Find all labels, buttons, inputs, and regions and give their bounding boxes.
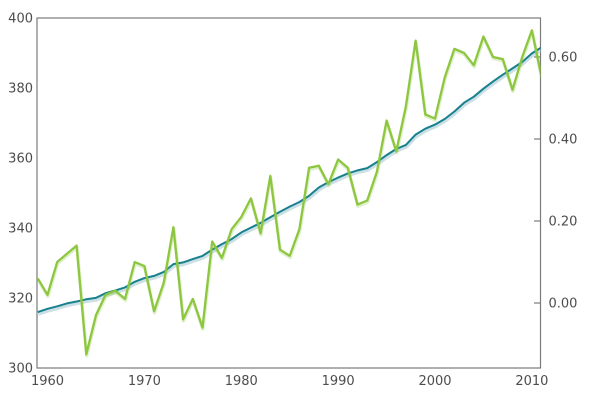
y-left-tick-label: 400 [8, 12, 33, 27]
y-right-tick-label: 0.20 [549, 215, 578, 230]
y-right-tick-label: 0.60 [549, 51, 578, 66]
y-left-tick-label: 300 [8, 362, 33, 377]
x-tick-label: 1970 [128, 374, 161, 389]
x-tick-label: 1990 [322, 374, 355, 389]
y-right-tick-label: 0.00 [549, 297, 578, 312]
y-left-tick-label: 360 [8, 152, 33, 167]
plot-border [36, 17, 542, 369]
x-tick-label: 1960 [31, 374, 64, 389]
x-tick-label: 2000 [418, 374, 451, 389]
temperature-line [37, 29, 541, 356]
temperature-line-shadow [37, 30, 541, 358]
x-tick-label: 2010 [515, 374, 548, 389]
co2-line-shadow [37, 48, 541, 316]
y-right-tick-label: 0.40 [549, 133, 578, 148]
y-left-tick-label: 320 [8, 292, 33, 307]
x-tick-label: 1980 [225, 374, 258, 389]
y-left-tick-label: 380 [8, 82, 33, 97]
plot-area [37, 29, 541, 358]
y-left-tick-label: 340 [8, 222, 33, 237]
co2-line [37, 46, 541, 314]
